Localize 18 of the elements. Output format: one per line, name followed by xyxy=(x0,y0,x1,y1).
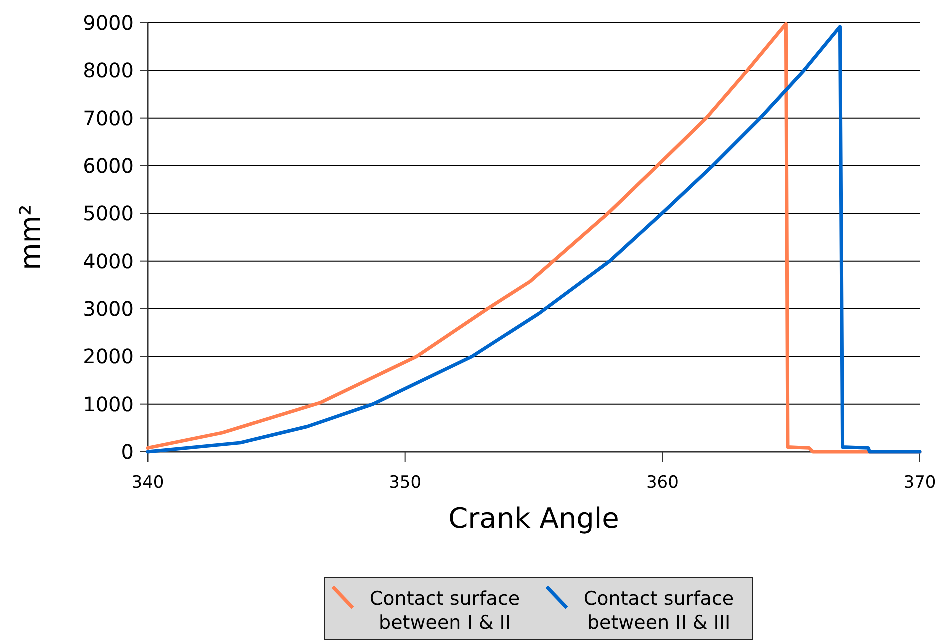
x-tick-label: 340 xyxy=(132,473,164,493)
y-tick-label: 6000 xyxy=(83,154,134,178)
y-tick-label: 8000 xyxy=(83,58,134,83)
x-tick-label: 360 xyxy=(646,473,679,493)
y-tick-label: 9000 xyxy=(83,11,134,35)
x-tick-label: 350 xyxy=(389,473,422,493)
y-tick-label: 4000 xyxy=(83,249,134,274)
y-tick-label: 5000 xyxy=(83,202,134,226)
y-tick-label: 2000 xyxy=(83,344,134,369)
legend-label: Contact surface between I & II xyxy=(370,588,520,634)
y-tick-label: 0 xyxy=(121,440,134,464)
x-axis-title: Crank Angle xyxy=(448,502,620,535)
y-tick-label: 3000 xyxy=(83,297,134,321)
legend-label: Contact surface between II & III xyxy=(584,588,734,634)
y-tick-label: 7000 xyxy=(83,106,134,130)
y-tick-label: 1000 xyxy=(83,392,134,416)
x-tick-label: 370 xyxy=(904,473,936,493)
y-axis-title: mm² xyxy=(14,204,47,270)
